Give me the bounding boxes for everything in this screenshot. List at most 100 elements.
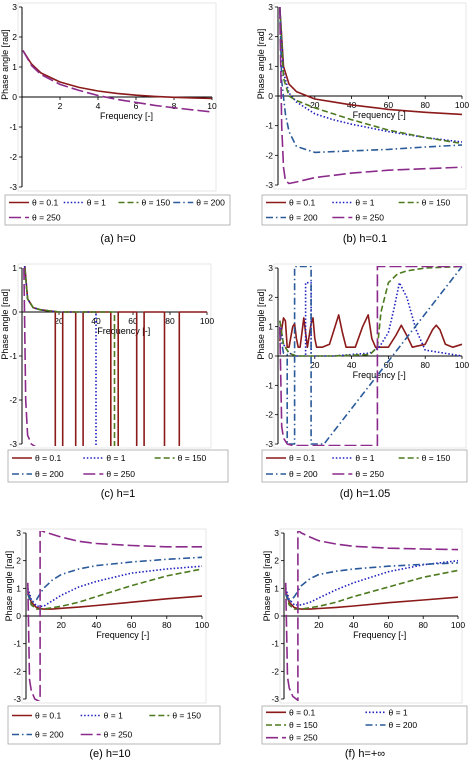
y-axis-label: Phase angle [rad]: [4, 551, 14, 622]
y-tick-label: 0: [268, 91, 273, 101]
y-tick-label: 1: [268, 61, 273, 71]
x-tick-label: 40: [349, 620, 359, 630]
x-tick-label: 80: [420, 100, 430, 110]
series-group: [23, 266, 207, 446]
x-tick-label: 8: [172, 101, 177, 111]
legend-label: θ = 250: [106, 469, 135, 479]
legend-box: [7, 705, 221, 745]
y-tick-label: 3: [274, 528, 279, 538]
y-tick-label: 3: [16, 528, 21, 538]
legend: θ = 0.1 θ = 1 θ = 150 θ = 200 θ = 250: [7, 449, 229, 483]
x-axis-label: Frequency [-]: [96, 630, 149, 640]
chart-panel-5: -3 -2 -1 0 1 2 3 20 40 60 80 100 Frequency [-] Phase …: [4, 528, 221, 760]
plot-frame: [279, 528, 463, 704]
legend-box: [261, 705, 468, 745]
legend-label: θ = 150: [178, 453, 207, 463]
chart-panel-4: -3 -2 -1 0 1 2 3 20 40 60 80 100 Frequency [-] Phase …: [256, 263, 469, 500]
legend-label: θ = 0.1: [289, 453, 316, 463]
y-tick-label: 2: [16, 556, 21, 566]
series-line-c150: [284, 569, 459, 610]
legend-label: θ = 200: [35, 469, 64, 479]
x-tick-label: 80: [162, 620, 172, 630]
y-tick-label: 2: [274, 556, 279, 566]
legend: θ = 0.1 θ = 1 θ = 150 θ = 200 θ = 250: [4, 194, 231, 226]
y-tick-label: -1: [265, 380, 273, 390]
legend: θ = 0.1 θ = 1 θ = 150 θ = 200 θ = 250: [261, 194, 468, 226]
x-axis-label: Frequency [-]: [353, 630, 406, 640]
y-tick-label: -3: [13, 694, 21, 704]
series-line-c01: [279, 314, 463, 349]
series-line-c01: [279, 6, 463, 116]
y-tick-label: 0: [12, 92, 17, 102]
panel-caption: (d) h=1.05: [340, 488, 390, 500]
y-tick-label: 1: [12, 263, 17, 273]
x-tick-label: 80: [165, 316, 175, 326]
y-tick-label: 2: [12, 32, 17, 42]
series-line-c200: [27, 556, 203, 604]
y-tick-label: -3: [265, 180, 273, 190]
x-tick-label: 60: [384, 360, 394, 370]
x-tick-label: 60: [384, 100, 394, 110]
x-tick-label: 2: [58, 101, 63, 111]
legend-label: θ = 150: [172, 711, 201, 721]
x-tick-label: 80: [418, 620, 428, 630]
y-tick-label: 3: [12, 2, 17, 12]
series-line-c1: [279, 6, 463, 143]
legend: θ = 0.1 θ = 1 θ = 150 θ = 200 θ = 250: [261, 449, 468, 483]
legend-label: θ = 150: [422, 453, 451, 463]
y-axis-label: Phase angle [rad]: [262, 551, 272, 622]
series-group: [27, 531, 203, 701]
x-tick-label: 20: [310, 360, 320, 370]
legend-label: θ = 0.1: [32, 198, 59, 208]
y-tick-label: -1: [9, 351, 17, 361]
y-tick-label: 1: [268, 322, 273, 332]
y-tick-label: 1: [12, 62, 17, 72]
series-line-c01: [27, 590, 203, 610]
series-line-c150: [27, 568, 203, 610]
chart-panel-6: -3 -2 -1 0 1 2 3 20 40 60 80 100 Frequency [-] Phase …: [261, 528, 468, 760]
y-tick-label: 1: [16, 583, 21, 593]
x-tick-label: 40: [347, 360, 357, 370]
x-tick-label: 6: [134, 101, 139, 111]
series-line-c150: [279, 6, 463, 145]
legend-label: θ = 250: [355, 213, 384, 223]
x-tick-label: 60: [384, 620, 394, 630]
series-line-c01: [24, 266, 207, 446]
legend-label: θ = 0.1: [289, 198, 316, 208]
series-line-c200: [284, 562, 459, 604]
legend-label: θ = 200: [289, 469, 318, 479]
legend-label: θ = 1: [104, 711, 123, 721]
y-tick-label: -1: [9, 122, 17, 132]
legend-box: [261, 449, 468, 483]
series-line-c250: [284, 531, 459, 701]
plot-frame: [21, 528, 207, 704]
x-axis-label: Frequency [-]: [353, 110, 406, 120]
plot-frame: [17, 263, 212, 449]
y-tick-label: 0: [12, 307, 17, 317]
legend-box: [261, 194, 468, 226]
y-tick-label: -2: [9, 152, 17, 162]
legend-label: θ = 1: [389, 707, 408, 717]
legend-label: θ = 1: [106, 453, 125, 463]
y-tick-label: -3: [9, 182, 17, 192]
series-line-c01: [284, 590, 459, 610]
y-tick-label: -2: [9, 395, 17, 405]
series-group: [279, 6, 463, 185]
y-tick-label: -2: [265, 150, 273, 160]
series-line-c200: [279, 266, 463, 445]
x-tick-label: 60: [128, 316, 138, 326]
series-group: [22, 50, 213, 113]
series-line-c250: [22, 50, 213, 113]
y-tick-label: -1: [271, 639, 279, 649]
legend-label: θ = 250: [289, 733, 318, 743]
series-line-c200: [279, 6, 463, 154]
legend-label: θ = 200: [289, 213, 318, 223]
y-tick-label: 0: [16, 611, 21, 621]
legend-label: θ = 250: [104, 730, 133, 740]
x-tick-label: 100: [455, 360, 469, 370]
y-tick-label: -2: [265, 410, 273, 420]
legend-box: [7, 449, 229, 483]
y-tick-label: -3: [271, 694, 279, 704]
y-tick-label: 0: [274, 611, 279, 621]
